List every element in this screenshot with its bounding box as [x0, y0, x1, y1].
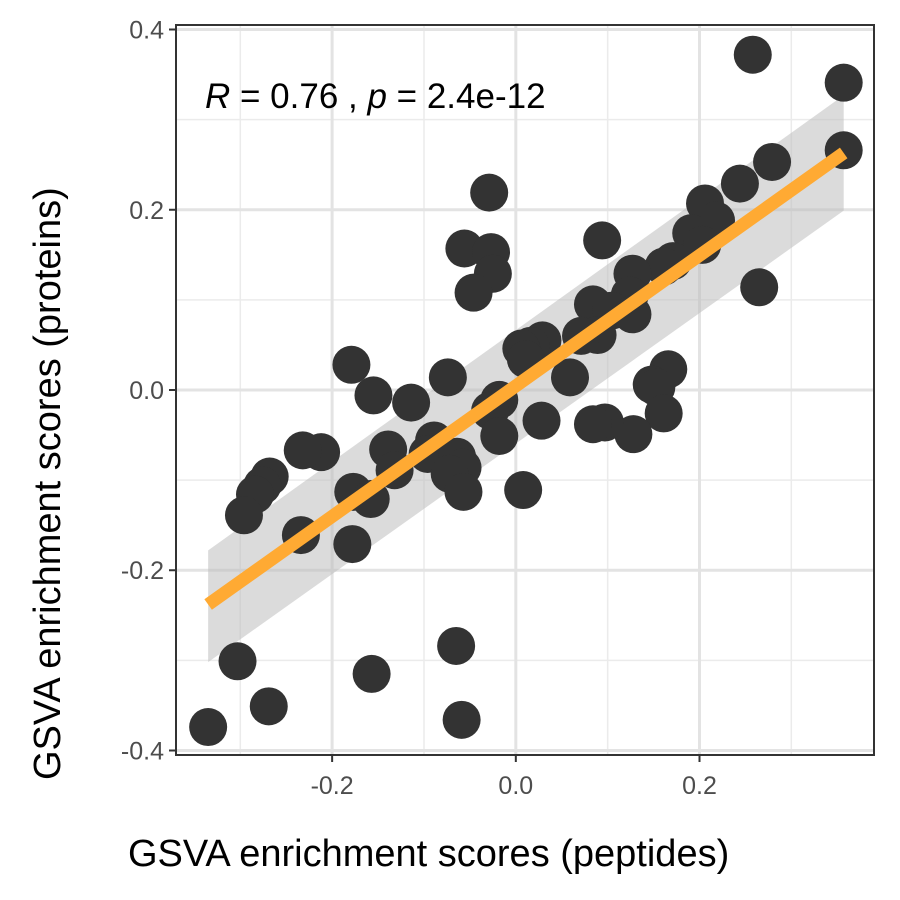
y-tick-label: 0.2 [129, 197, 164, 225]
data-point [573, 405, 612, 444]
regression-line [204, 147, 848, 610]
data-point [189, 708, 228, 747]
data-point [753, 142, 792, 181]
data-point [249, 687, 288, 726]
data-point [352, 654, 391, 693]
y-tick-label: 0.4 [129, 17, 164, 45]
data-point [444, 472, 483, 511]
points-layer [189, 35, 863, 747]
data-point [614, 415, 653, 454]
data-point [332, 345, 371, 384]
data-point [522, 401, 561, 440]
data-point [333, 525, 372, 564]
r-symbol: R [205, 77, 230, 116]
correlation-annotation: R = 0.76 , p = 2.4e-12 [205, 77, 546, 116]
y-axis-title: GSVA enrichment scores (proteins) [27, 187, 69, 780]
y-tick-label: -0.2 [121, 557, 164, 585]
data-point [392, 383, 431, 422]
data-point [720, 164, 759, 203]
p-symbol: p [366, 77, 386, 116]
x-tick-label: -0.2 [311, 772, 354, 800]
data-point [442, 700, 481, 739]
data-point [354, 376, 393, 415]
data-point [504, 471, 543, 510]
data-point [740, 268, 779, 307]
regression-layer [204, 147, 848, 610]
data-point [428, 358, 467, 397]
y-tick-label: -0.4 [121, 737, 164, 765]
data-point [551, 358, 590, 397]
y-axis-ticks: -0.4 -0.2 0.0 0.2 0.4 [121, 17, 176, 765]
x-axis-ticks: -0.2 0.0 0.2 [311, 755, 717, 800]
data-point [283, 431, 322, 470]
x-tick-label: 0.2 [682, 772, 717, 800]
data-point [733, 35, 772, 74]
data-point [224, 496, 263, 535]
x-axis-title: GSVA enrichment scores (peptides) [128, 833, 729, 875]
r-value: = 0.76 , [230, 77, 367, 116]
data-point [480, 416, 519, 455]
data-point [824, 63, 863, 102]
data-point [644, 394, 683, 433]
y-tick-label: 0.0 [129, 377, 164, 405]
p-value: = 2.4e-12 [387, 77, 546, 116]
data-point [583, 221, 622, 260]
x-tick-label: 0.0 [498, 772, 533, 800]
data-point [470, 173, 509, 212]
data-point [437, 626, 476, 665]
data-point [218, 642, 257, 681]
data-point [454, 273, 493, 312]
